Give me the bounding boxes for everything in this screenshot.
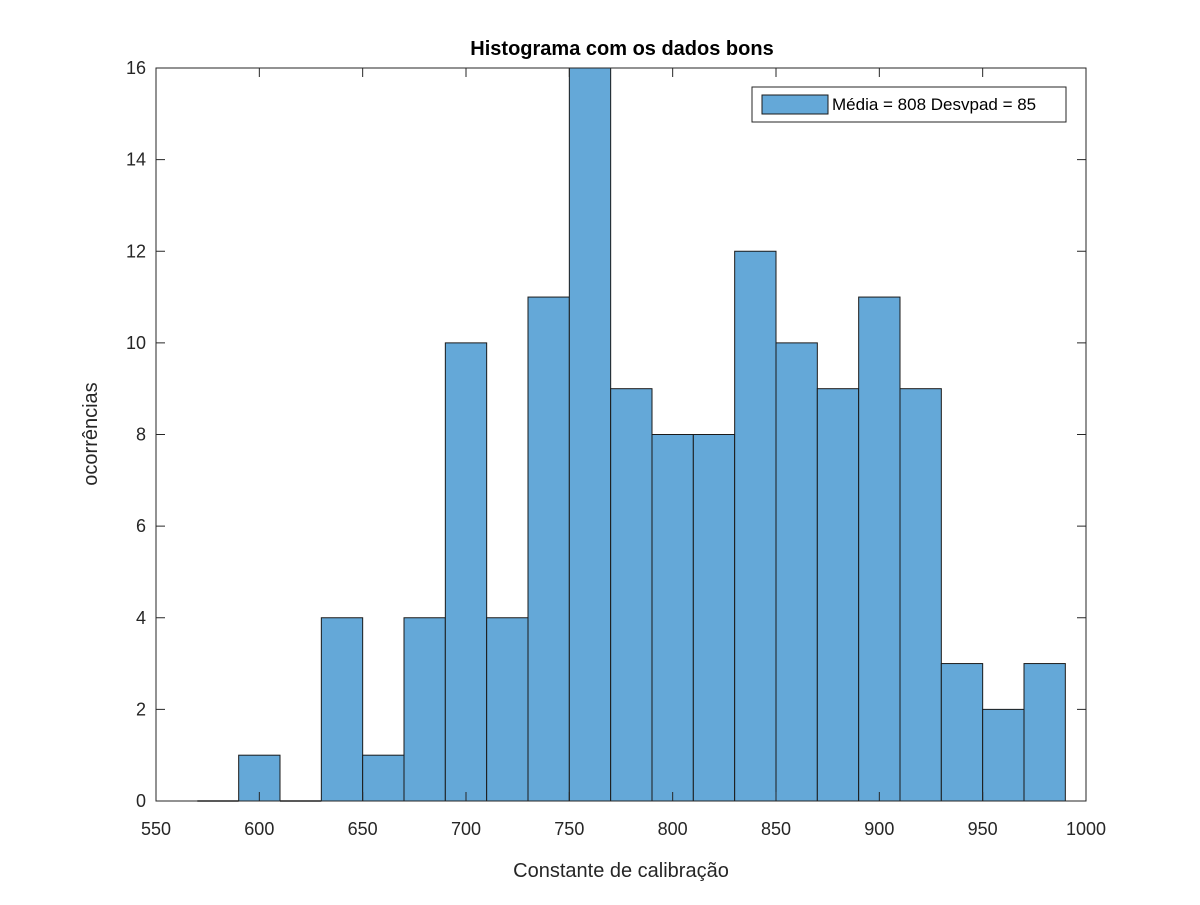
y-tick-label: 8 [136, 425, 146, 445]
histogram-bar [444, 342, 488, 802]
histogram-bar [527, 296, 570, 802]
histogram-bar [775, 342, 818, 802]
legend-swatch [761, 94, 829, 115]
histogram-bar [734, 250, 777, 802]
y-tick-label: 16 [126, 58, 146, 78]
x-tick-label: 850 [761, 819, 791, 839]
bars-layer [197, 67, 1066, 802]
y-tick-label: 4 [136, 608, 146, 628]
y-tick-label: 6 [136, 516, 146, 536]
histogram-bar [651, 434, 694, 802]
y-tick-label: 2 [136, 699, 146, 719]
ticks-layer: 550 600 650 700 750 800 850 900 950 1000 0 2 4 6 8 10 12… [126, 58, 1106, 839]
histogram-bar [610, 388, 653, 802]
chart-title: Histograma com os dados bons [470, 38, 773, 60]
y-tick-label: 12 [126, 241, 146, 261]
histogram-bar [403, 617, 446, 802]
x-tick-label: 600 [244, 819, 274, 839]
x-axis-label: Constante de calibração [513, 860, 729, 882]
histogram-bar [692, 434, 736, 802]
y-tick-label: 14 [126, 150, 146, 170]
x-tick-label: 650 [348, 819, 378, 839]
histogram-bar [858, 296, 901, 802]
histogram-bar [362, 754, 405, 802]
histogram-bar [486, 617, 529, 802]
x-tick-label: 800 [658, 819, 688, 839]
legend-label: Média = 808 Desvpad = 85 [832, 95, 1036, 114]
histogram-bar [940, 663, 984, 802]
x-tick-label: 900 [864, 819, 894, 839]
legend: Média = 808 Desvpad = 85 [751, 86, 1067, 123]
x-tick-label: 700 [451, 819, 481, 839]
y-tick-label: 0 [136, 791, 146, 811]
histogram-bar [320, 617, 364, 802]
histogram-bar [1023, 663, 1066, 802]
histogram-bar [568, 67, 612, 802]
x-tick-label: 750 [554, 819, 584, 839]
y-tick-label: 10 [126, 333, 146, 353]
histogram-bar [816, 388, 860, 802]
x-tick-label: 1000 [1066, 819, 1106, 839]
x-tick-label: 550 [141, 819, 171, 839]
y-axis-label: ocorrências [80, 382, 102, 485]
histogram-bar [982, 708, 1025, 802]
histogram-bar [899, 388, 942, 802]
x-tick-label: 950 [968, 819, 998, 839]
